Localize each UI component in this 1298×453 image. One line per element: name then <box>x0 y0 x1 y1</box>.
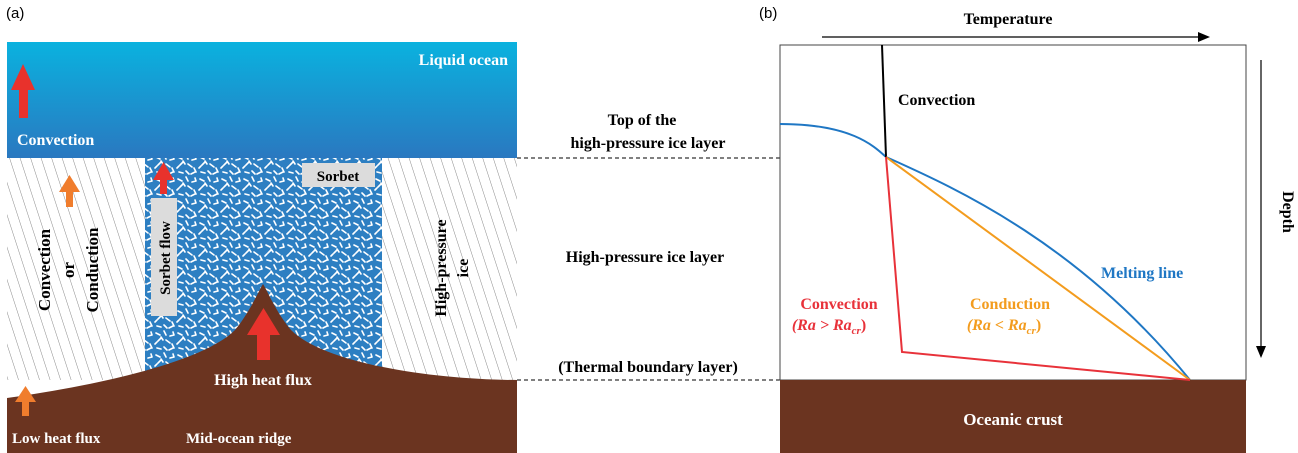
ocean-convection-label: Convection <box>17 132 94 149</box>
low-heat-flux-arrow-icon <box>15 386 36 416</box>
mid-ocean-ridge-label: Mid-ocean ridge <box>186 431 292 447</box>
ocean-convection-arrow-icon <box>11 64 35 118</box>
svg-text:Top of the: Top of the <box>608 112 677 129</box>
oceanic-crust-layer <box>780 380 1246 453</box>
svg-text:Convection: Convection <box>35 228 54 311</box>
top-hp-ice-label: Top of the high-pressure ice layer <box>571 112 726 152</box>
temperature-arrow-icon <box>822 32 1210 42</box>
svg-text:or: or <box>59 262 78 279</box>
low-convection-arrow-icon <box>59 175 80 207</box>
panel-b-label: (b) <box>759 5 777 22</box>
thermal-boundary-label: (Thermal boundary layer) <box>558 359 738 376</box>
svg-text:(Ra < Racr): (Ra < Racr) <box>967 317 1041 337</box>
sorbet-flow-arrow-icon <box>153 162 174 194</box>
liquid-ocean-label: Liquid ocean <box>419 52 508 69</box>
hp-ice-layer-label: High-pressure ice layer <box>566 249 725 266</box>
temperature-axis-label: Temperature <box>964 11 1053 28</box>
depth-axis-label: Depth <box>1279 191 1296 233</box>
mid-ocean-ridge-crust <box>7 284 517 453</box>
low-heat-flux-label: Low heat flux <box>12 431 101 447</box>
conduction-ra-label: Conduction (Ra < Racr) <box>967 296 1050 337</box>
sorbet-label: Sorbet <box>317 169 360 185</box>
convection-or-conduction-label: Convection or Conduction <box>35 227 102 313</box>
svg-text:Conduction: Conduction <box>83 227 102 313</box>
ocean-convection-line <box>881 44 887 158</box>
sorbet-flow-label-box <box>151 198 177 316</box>
svg-text:high-pressure ice layer: high-pressure ice layer <box>571 135 726 152</box>
oceanic-crust-label: Oceanic crust <box>963 410 1063 429</box>
liquid-ocean-layer <box>7 42 517 158</box>
svg-text:High-pressure: High-pressure <box>433 219 450 316</box>
plot-frame <box>779 44 1247 381</box>
svg-text:Convection: Convection <box>800 296 877 313</box>
convection-top-label: Convection <box>898 92 975 109</box>
depth-arrow-icon <box>1256 60 1266 358</box>
svg-text:(Ra > Racr): (Ra > Racr) <box>792 317 866 337</box>
melting-line <box>779 123 1191 381</box>
convection-line <box>885 156 1191 381</box>
high-heat-flux-arrow-icon <box>247 308 280 360</box>
sorbet-label-box <box>302 163 375 187</box>
convection-ra-label: Convection (Ra > Racr) <box>792 296 878 337</box>
melting-line-label: Melting line <box>1101 265 1183 282</box>
sorbet-flow-label: Sorbet flow <box>158 221 174 295</box>
svg-text:ice: ice <box>455 259 472 278</box>
high-heat-flux-label: High heat flux <box>214 372 312 389</box>
svg-text:Conduction: Conduction <box>970 296 1050 313</box>
conduction-line <box>885 156 1191 381</box>
high-pressure-ice-label: High-pressure ice <box>433 219 472 316</box>
panel-a-label: (a) <box>6 5 24 22</box>
